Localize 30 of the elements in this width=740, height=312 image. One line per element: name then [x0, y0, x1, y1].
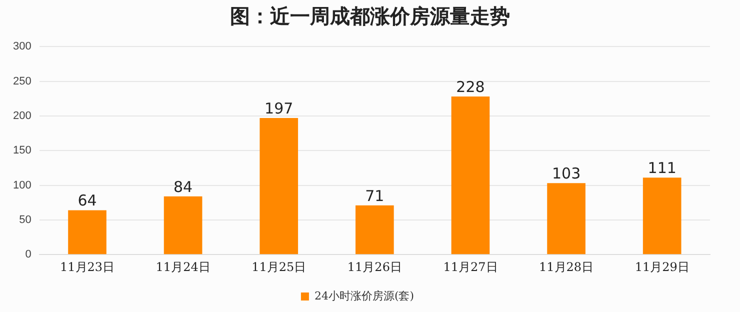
bar: [164, 196, 202, 254]
x-tick-label: 11月25日: [252, 260, 306, 274]
y-tick-label: 0: [25, 248, 32, 261]
x-tick-label: 11月24日: [156, 260, 210, 274]
bar: [451, 96, 490, 254]
data-label: 103: [552, 164, 581, 183]
data-label: 111: [648, 159, 676, 178]
bar: [260, 118, 298, 254]
y-tick-label: 100: [12, 179, 32, 192]
bar: [356, 205, 394, 254]
bar: [547, 183, 586, 254]
bar: [642, 178, 682, 254]
x-tick-label: 11月27日: [443, 260, 498, 274]
data-label: 197: [264, 99, 294, 118]
data-label: 228: [456, 78, 485, 96]
y-tick-label: 250: [12, 75, 32, 88]
chart-title: 图：近一周成都涨价房源量走势: [229, 3, 511, 30]
y-tick-label: 200: [12, 110, 32, 122]
legend-label: 24小时涨价房源(套): [314, 289, 414, 302]
y-tick-label: 50: [19, 214, 32, 226]
y-tick-label: 150: [12, 144, 32, 157]
x-tick-label: 11月29日: [634, 260, 690, 274]
x-tick-label: 11月26日: [347, 260, 402, 274]
y-tick-label: 300: [12, 40, 32, 53]
data-label: 84: [174, 178, 193, 196]
x-tick-label: 11月28日: [539, 260, 594, 274]
data-label: 64: [78, 192, 97, 210]
bar: [68, 210, 106, 254]
x-tick-label: 11月23日: [60, 260, 115, 274]
data-label: 71: [365, 186, 384, 205]
